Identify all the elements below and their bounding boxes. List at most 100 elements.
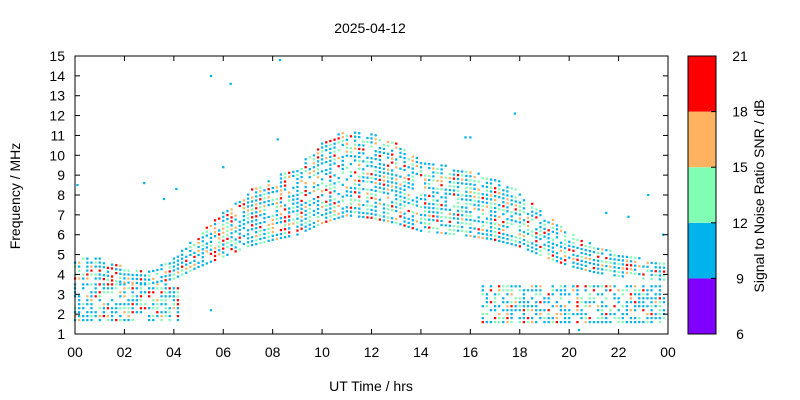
data-point <box>341 211 344 214</box>
data-point <box>518 213 521 216</box>
data-point <box>518 321 521 324</box>
data-point <box>312 209 316 213</box>
data-point <box>209 260 213 263</box>
data-point <box>563 289 567 292</box>
data-point <box>337 181 340 184</box>
data-point <box>576 321 579 324</box>
data-point <box>440 172 443 175</box>
data-point <box>86 315 89 318</box>
data-point <box>345 178 348 181</box>
data-point <box>168 274 171 277</box>
data-point <box>119 315 122 318</box>
data-point <box>605 211 608 214</box>
data-point <box>506 218 509 221</box>
data-point <box>650 297 653 300</box>
data-point <box>362 160 365 163</box>
data-point <box>288 211 291 214</box>
data-point <box>209 309 213 312</box>
data-point <box>230 232 233 235</box>
data-point <box>333 182 336 185</box>
data-point <box>267 231 270 234</box>
data-point <box>605 285 608 288</box>
data-point <box>148 282 151 285</box>
data-point <box>382 215 386 218</box>
data-point <box>362 152 365 155</box>
data-point <box>543 321 546 324</box>
data-point <box>172 307 175 310</box>
data-point <box>370 192 373 196</box>
data-point <box>403 153 406 156</box>
data-point <box>510 285 513 288</box>
data-point <box>477 236 480 239</box>
data-point <box>510 289 513 292</box>
data-point <box>366 200 369 203</box>
data-point <box>98 273 101 276</box>
data-point <box>119 268 122 271</box>
data-point <box>448 216 451 219</box>
data-point <box>477 180 480 183</box>
data-point <box>176 299 180 302</box>
data-point <box>613 266 616 269</box>
x-tick-label: 22 <box>611 344 627 360</box>
data-point <box>576 258 579 261</box>
data-point <box>110 263 114 266</box>
data-point <box>283 228 287 231</box>
data-point <box>321 202 324 205</box>
data-point <box>481 177 484 180</box>
data-point <box>304 193 307 197</box>
data-point <box>201 252 204 255</box>
data-point <box>115 264 118 267</box>
data-point <box>547 229 550 232</box>
data-point <box>374 189 377 192</box>
data-point <box>424 222 427 225</box>
data-point <box>378 166 381 169</box>
data-point <box>629 321 633 324</box>
data-point <box>489 202 493 205</box>
data-point <box>370 145 373 148</box>
data-point <box>518 225 521 228</box>
data-point <box>275 210 278 213</box>
data-point <box>263 221 266 224</box>
data-point <box>90 265 93 268</box>
data-point <box>526 220 530 223</box>
data-point <box>555 244 559 247</box>
data-point <box>131 281 134 284</box>
data-point <box>164 271 167 274</box>
data-point <box>494 203 497 206</box>
data-point <box>638 301 641 304</box>
data-point <box>127 311 130 314</box>
data-point <box>176 255 180 258</box>
data-point <box>617 266 620 270</box>
data-point <box>597 271 600 274</box>
data-point <box>494 214 497 218</box>
data-point <box>617 317 620 320</box>
x-tick-label: 06 <box>215 344 231 360</box>
data-point <box>321 178 324 181</box>
data-point <box>494 191 497 194</box>
data-point <box>168 287 171 290</box>
x-tick-label: 12 <box>364 344 380 360</box>
data-point <box>481 224 484 227</box>
y-tick-label: 1 <box>57 326 65 342</box>
data-point <box>255 199 258 202</box>
data-point <box>312 174 316 177</box>
data-point <box>354 131 357 134</box>
data-point <box>193 263 196 266</box>
data-point <box>321 146 324 149</box>
data-point <box>143 307 147 310</box>
data-point <box>172 295 175 298</box>
data-point <box>477 232 480 235</box>
data-point <box>263 189 266 192</box>
data-point <box>419 197 423 201</box>
data-point <box>238 228 241 231</box>
data-point <box>325 169 328 172</box>
data-point <box>465 170 468 173</box>
x-tick-label: 14 <box>413 344 429 360</box>
data-point <box>382 183 386 186</box>
data-point <box>226 225 229 229</box>
data-point <box>535 228 538 231</box>
data-point <box>489 234 493 237</box>
data-point <box>321 150 324 153</box>
data-point <box>613 258 616 261</box>
data-point <box>650 313 653 316</box>
